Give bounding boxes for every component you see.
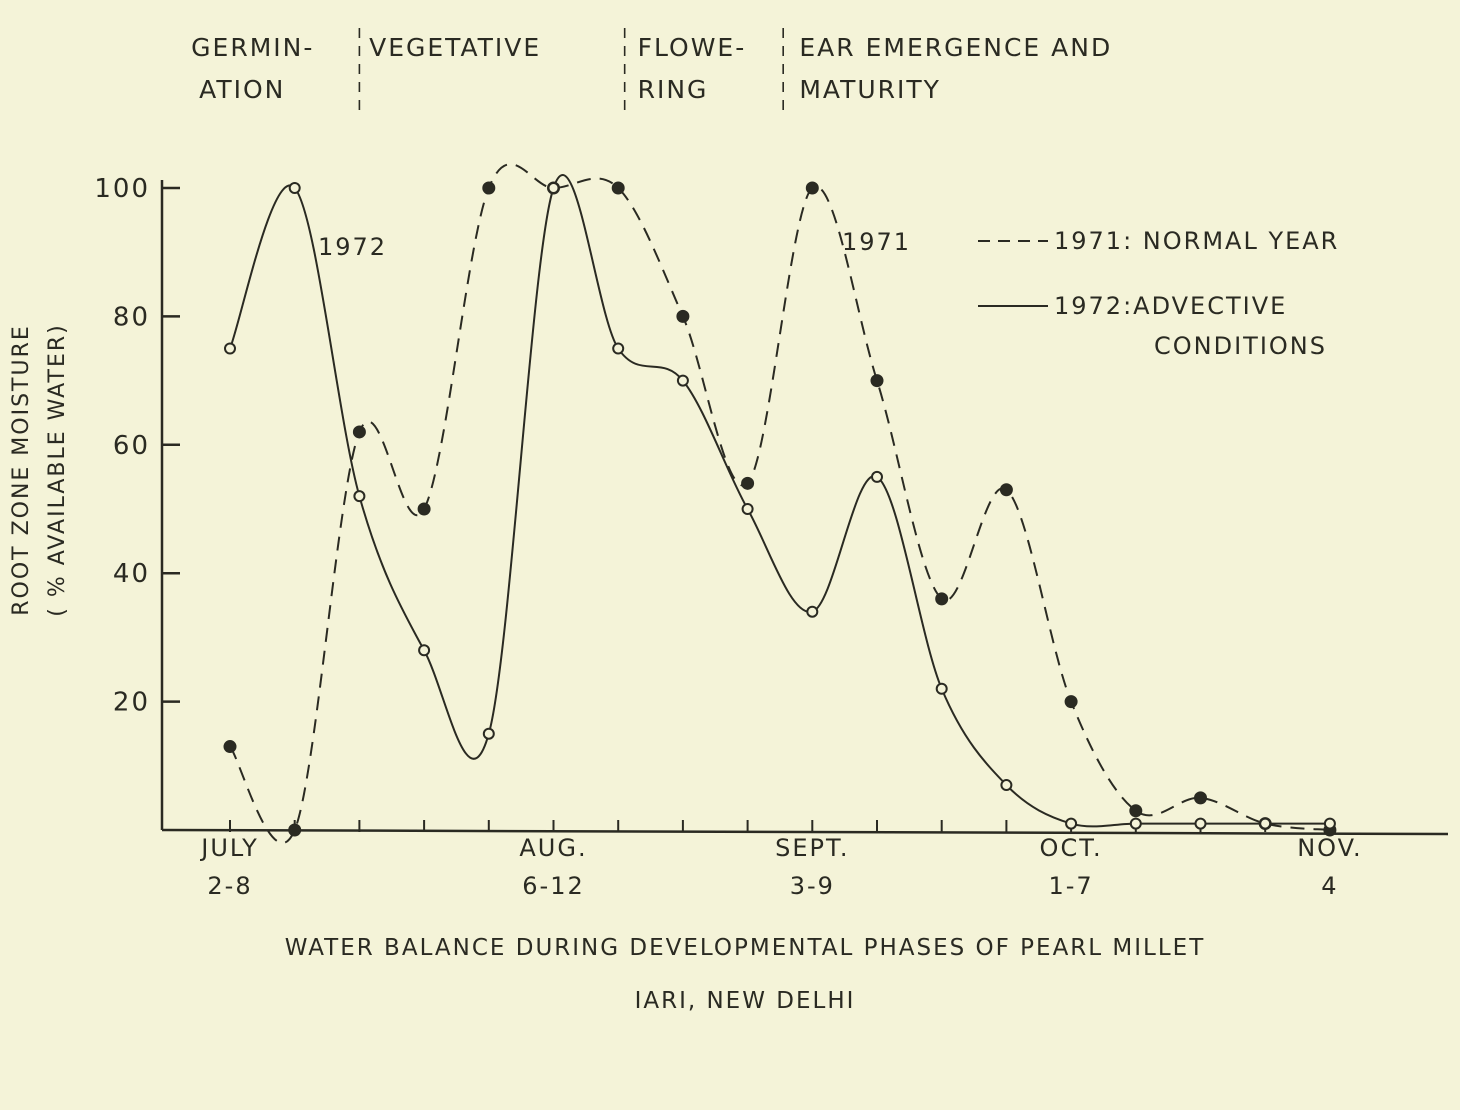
data-point-1971-week-13 xyxy=(999,483,1013,497)
x-date-label-4: 4 xyxy=(1321,872,1338,900)
phase-label-0-line2: ATION xyxy=(199,75,285,104)
y-axis-label: ROOT ZONE MOISTURE ( % AVAILABLE WATER) xyxy=(9,323,70,616)
data-point-1971-week-7 xyxy=(611,181,625,195)
y-tick-label-60: 60 xyxy=(113,431,150,461)
y-axis-label-line1: ROOT ZONE MOISTURE xyxy=(9,324,34,616)
data-point-1972-week-14 xyxy=(1065,817,1078,830)
x-axis-line xyxy=(161,828,1449,836)
data-point-1972-week-11 xyxy=(871,470,883,483)
x-month-label-4: NOV. xyxy=(1297,834,1362,862)
legend-entry-1972: 1972:ADVECTIVE CONDITIONS xyxy=(1054,292,1327,360)
axes: 20 40 60 80 100 JULY 2-8 AUG. 6-12 SEPT. 3-9 OCT. 1-… xyxy=(94,174,1449,900)
data-point-1972-week-6 xyxy=(547,182,560,194)
data-point-1971-week-2 xyxy=(288,823,302,837)
series-1971 xyxy=(223,163,1337,844)
phase-label-0-line1: GERMIN- xyxy=(191,33,314,62)
legend-entry-1972-line1: 1972:ADVECTIVE xyxy=(1054,292,1287,320)
chart-subtitle: IARI, NEW DELHI xyxy=(635,988,856,1014)
phase-label-1-line1: VEGETATIVE xyxy=(369,33,541,62)
chart-title: WATER BALANCE DURING DEVELOPMENTAL PHASE… xyxy=(285,935,1206,961)
data-point-1972-week-4 xyxy=(418,644,431,657)
data-point-1971-week-15 xyxy=(1129,804,1143,818)
data-point-1971-week-8 xyxy=(676,309,690,323)
phase-label-2-line1: FLOWE- xyxy=(638,33,747,62)
data-point-1972-week-12 xyxy=(935,682,948,695)
data-point-1971-week-9 xyxy=(741,476,755,490)
data-point-1972-week-15 xyxy=(1129,817,1142,830)
data-point-1971-week-1 xyxy=(223,740,237,754)
legend-entry-1971: 1971: NORMAL YEAR xyxy=(1054,227,1339,255)
y-tick-label-20: 20 xyxy=(113,688,150,718)
x-month-label-2: SEPT. xyxy=(775,834,849,862)
data-point-1971-week-10 xyxy=(805,181,819,195)
x-month-label-0: JULY xyxy=(199,834,259,862)
data-point-1972-week-1 xyxy=(224,342,236,355)
data-point-1971-week-4 xyxy=(417,502,431,516)
series-1972 xyxy=(224,174,1336,830)
data-point-1972-week-9 xyxy=(741,503,754,515)
data-point-1972-week-16 xyxy=(1194,817,1207,830)
data-point-1971-week-3 xyxy=(352,425,366,439)
y-tick-label-40: 40 xyxy=(113,559,150,589)
data-point-1972-week-10 xyxy=(806,605,819,618)
data-point-1971-week-16 xyxy=(1194,791,1207,805)
series-label-1971: 1971 xyxy=(842,228,911,256)
y-tick-label-80: 80 xyxy=(113,302,150,332)
x-month-label-3: OCT. xyxy=(1040,834,1103,862)
data-point-1972-week-8 xyxy=(676,374,689,387)
data-point-1972-week-7 xyxy=(612,342,625,355)
data-point-1972-week-5 xyxy=(482,727,495,740)
data-point-1972-week-18 xyxy=(1323,817,1336,830)
data-point-1972-week-3 xyxy=(353,490,366,503)
series-line-1972 xyxy=(229,174,1330,828)
x-date-label-1: 6-12 xyxy=(522,872,584,900)
data-point-1972-week-13 xyxy=(1000,779,1013,792)
series-label-1972: 1972 xyxy=(318,233,387,261)
phase-label-3-line2: MATURITY xyxy=(799,75,941,104)
phase-label-2-line2: RING xyxy=(638,75,709,104)
x-date-label-2: 3-9 xyxy=(790,872,835,900)
series-line-1971 xyxy=(229,163,1330,844)
data-point-1971-week-5 xyxy=(482,181,496,195)
data-point-1972-week-2 xyxy=(288,182,301,194)
phase-header: GERMIN- ATION VEGETATIVE FLOWE- RING EAR EMER… xyxy=(191,28,1112,118)
legend-entry-1972-line2: CONDITIONS xyxy=(1154,332,1327,360)
legend: 1971: NORMAL YEAR 1972:ADVECTIVE CONDITI… xyxy=(978,227,1339,360)
y-tick-label-100: 100 xyxy=(94,174,150,204)
series-labels: 1972 1971 xyxy=(318,228,911,261)
chart-title-block: WATER BALANCE DURING DEVELOPMENTAL PHASE… xyxy=(285,935,1206,1014)
data-point-1971-week-11 xyxy=(870,374,884,388)
x-month-label-1: AUG. xyxy=(519,834,587,862)
data-point-1972-week-17 xyxy=(1259,817,1272,830)
series-group xyxy=(223,163,1337,844)
data-point-1971-week-12 xyxy=(935,592,949,606)
data-point-1971-week-14 xyxy=(1064,695,1078,709)
phase-label-3-line1: EAR EMERGENCE AND xyxy=(799,33,1112,62)
x-date-label-3: 1-7 xyxy=(1048,872,1093,900)
x-date-label-0: 2-8 xyxy=(207,872,252,900)
y-axis-label-line2: ( % AVAILABLE WATER) xyxy=(45,323,70,616)
